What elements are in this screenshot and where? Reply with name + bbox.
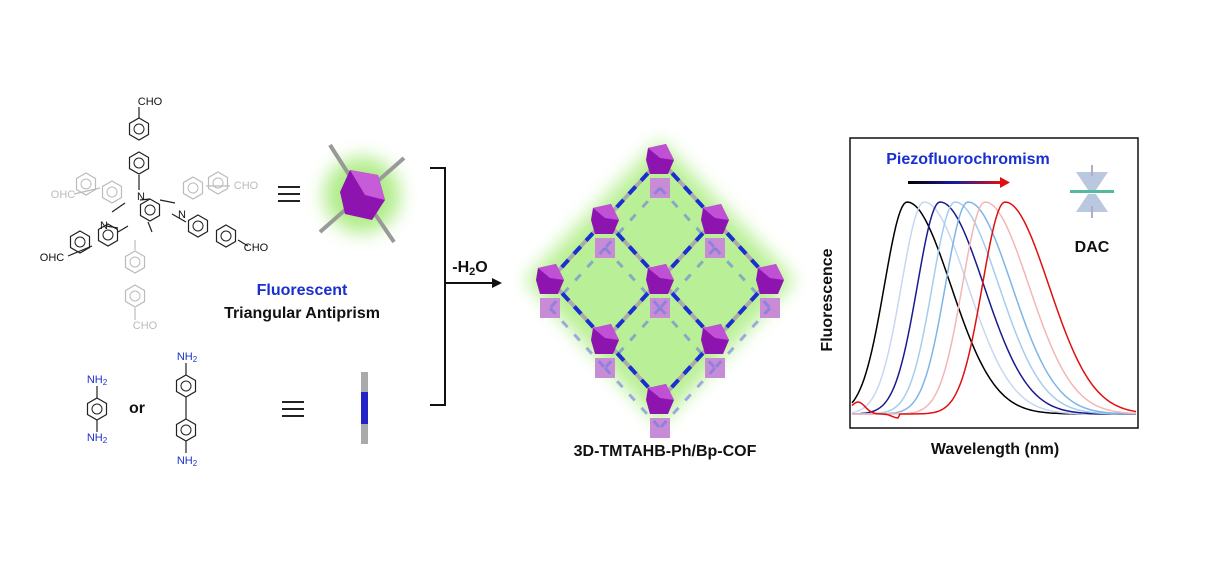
node-name: Fluorescent bbox=[257, 282, 348, 299]
cof-node-face bbox=[758, 264, 784, 280]
spectrum-curve bbox=[852, 201, 1137, 415]
cof-link bbox=[603, 278, 662, 342]
amine-label: NH2 bbox=[87, 432, 108, 445]
amine-label: NH2 bbox=[177, 351, 198, 364]
cof-link bbox=[658, 278, 717, 342]
amine-text: NH bbox=[177, 351, 193, 363]
reaction-bracket bbox=[430, 167, 494, 406]
amine-subscript: 2 bbox=[193, 459, 198, 468]
cof-link-back bbox=[548, 246, 607, 310]
cof-node-face bbox=[648, 384, 674, 400]
amine-label: NH2 bbox=[87, 374, 108, 387]
cof-node-face bbox=[648, 144, 674, 160]
cof-node-face bbox=[703, 324, 729, 340]
aldehyde-label: CHO bbox=[138, 96, 163, 108]
cof-node-face bbox=[648, 264, 674, 280]
cof-link bbox=[713, 278, 772, 342]
cof-link bbox=[548, 278, 607, 342]
amine-text: NH bbox=[87, 374, 103, 386]
spectrum-curve bbox=[851, 201, 1137, 419]
cof-link bbox=[548, 218, 607, 282]
cof-link-back bbox=[603, 366, 662, 430]
cof-link bbox=[603, 338, 662, 402]
amine-label: NH2 bbox=[177, 455, 198, 468]
cof-link-back bbox=[658, 366, 717, 430]
cof-link-back bbox=[658, 186, 717, 250]
aldehyde-label: OHC bbox=[51, 189, 76, 201]
spectrum-title: Piezofluorochromism bbox=[886, 151, 1050, 168]
aldehyde-label: CHO bbox=[244, 242, 269, 254]
nitrogen-label: N bbox=[100, 220, 108, 232]
amine-subscript: 2 bbox=[103, 436, 108, 445]
spectrum-curve bbox=[851, 201, 1136, 415]
product-label: 3D-TMTAHB-Ph/Bp-COF bbox=[574, 443, 757, 460]
diamines bbox=[86, 363, 197, 453]
x-axis-label: Wavelength (nm) bbox=[931, 441, 1059, 458]
dac-label: DAC bbox=[1075, 239, 1110, 256]
cof-link bbox=[658, 158, 717, 222]
nitrogen-label: N bbox=[178, 209, 186, 221]
node-icon bbox=[318, 143, 406, 244]
cof-link bbox=[713, 218, 772, 282]
reaction-suffix: O bbox=[475, 259, 487, 276]
reaction-arrowhead bbox=[492, 278, 502, 288]
y-axis-label: Fluorescence bbox=[819, 248, 836, 351]
cof-link bbox=[603, 218, 662, 282]
dac-icon bbox=[1070, 165, 1114, 218]
shift-arrow bbox=[908, 181, 1002, 184]
or-label: or bbox=[129, 400, 145, 417]
cof-link-back bbox=[603, 246, 662, 310]
cof-link bbox=[658, 218, 717, 282]
cof-link-back bbox=[658, 306, 717, 370]
spectrum-curves bbox=[851, 201, 1137, 419]
cof-link-back bbox=[713, 306, 772, 370]
cof-link-back bbox=[713, 246, 772, 310]
amine-subscript: 2 bbox=[103, 378, 108, 387]
cof-link-back bbox=[548, 306, 607, 370]
cof-link-back bbox=[603, 306, 662, 370]
shift-arrowhead bbox=[1000, 177, 1010, 188]
amine-subscript: 2 bbox=[193, 355, 198, 364]
amine-text: NH bbox=[177, 455, 193, 467]
reaction-label: -H2O bbox=[452, 259, 487, 278]
spectrum-curve bbox=[852, 201, 1137, 415]
cof-node-face bbox=[538, 264, 564, 280]
cof-link bbox=[658, 338, 717, 402]
cof-link bbox=[603, 158, 662, 222]
molecule: CHO OHC CHO OHC CHO CHO N N N bbox=[40, 96, 269, 332]
aldehyde-label: OHC bbox=[40, 252, 65, 264]
cof-link-back bbox=[603, 186, 662, 250]
cof-link-back bbox=[658, 246, 717, 310]
nitrogen-label: N bbox=[137, 191, 145, 203]
cof-node-face bbox=[593, 204, 619, 220]
equivalence-sign bbox=[278, 186, 304, 417]
cof-structure bbox=[525, 140, 795, 438]
reaction-subscript: 2 bbox=[469, 266, 475, 278]
node-shape: Triangular Antiprism bbox=[224, 305, 380, 322]
amine-text: NH bbox=[87, 432, 103, 444]
cof-node-face bbox=[703, 204, 729, 220]
reaction-prefix: -H bbox=[452, 259, 469, 276]
linker-icon bbox=[361, 372, 368, 444]
aldehyde-label: CHO bbox=[234, 180, 259, 192]
aldehyde-label: CHO bbox=[133, 320, 158, 332]
cof-node-face bbox=[593, 324, 619, 340]
